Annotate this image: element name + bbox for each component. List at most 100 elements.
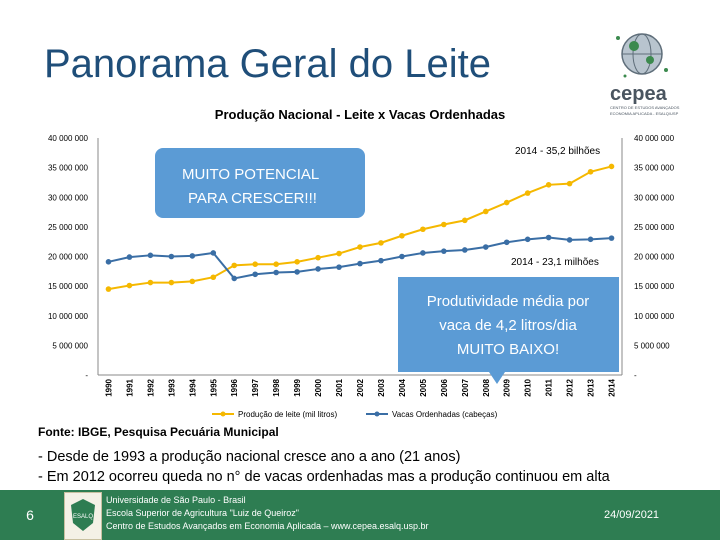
y-tick-label-right: 10 000 000 <box>634 312 675 321</box>
data-point-production <box>336 250 342 257</box>
data-point-cows <box>420 250 426 256</box>
data-point-cows <box>189 253 196 259</box>
footer-bar <box>0 490 720 540</box>
y-tick-label-right: 35 000 000 <box>634 164 675 173</box>
x-tick-label: 1992 <box>146 378 155 396</box>
data-point-cows <box>168 253 175 260</box>
data-point-production <box>441 221 447 228</box>
data-point-cows <box>378 257 384 264</box>
data-point-production <box>482 208 489 215</box>
x-tick-label: 1991 <box>125 378 134 396</box>
x-tick-label: 1997 <box>251 378 260 396</box>
data-point-production <box>587 168 594 175</box>
y-tick-label-left: 35 000 000 <box>48 164 89 173</box>
y-tick-label-left: 10 000 000 <box>48 312 89 321</box>
y-tick-label-left: 20 000 000 <box>48 253 89 262</box>
data-point-production <box>357 244 363 250</box>
legend-marker-production <box>220 411 226 417</box>
data-point-production <box>231 262 238 269</box>
milk-production-chart: Produção Nacional - Leite x Vacas Ordenh… <box>48 107 675 419</box>
data-point-cows <box>482 244 489 250</box>
x-tick-label: 1999 <box>293 378 302 396</box>
y-tick-label-left: - <box>85 371 88 380</box>
chart-title: Produção Nacional - Leite x Vacas Ordenh… <box>215 107 505 122</box>
data-point-cows <box>587 236 594 243</box>
data-point-cows <box>126 254 133 260</box>
x-tick-label: 2005 <box>419 378 428 396</box>
y-tick-label-right: 25 000 000 <box>634 223 675 232</box>
data-point-cows <box>608 235 615 241</box>
data-point-cows <box>357 260 363 267</box>
x-tick-label: 2012 <box>566 378 575 396</box>
y-tick-label-left: 40 000 000 <box>48 134 89 143</box>
x-tick-label: 2009 <box>503 378 512 396</box>
cepea-logo-text: cepea <box>610 83 668 105</box>
annotation-cows-2014: 2014 - 23,1 milhões <box>511 257 599 268</box>
y-tick-label-left: 15 000 000 <box>48 282 89 291</box>
data-point-production <box>420 226 426 233</box>
callout-productivity-line-3: MUITO BAIXO! <box>457 341 559 358</box>
data-point-cows <box>210 250 217 256</box>
x-tick-label: 2004 <box>398 378 407 396</box>
data-point-cows <box>273 269 279 276</box>
x-tick-label: 1994 <box>188 378 197 396</box>
data-point-cows <box>315 266 321 272</box>
data-point-production <box>399 232 405 239</box>
data-point-production <box>315 254 321 261</box>
data-point-production <box>294 259 300 265</box>
x-axis: 1990 1991 1992 1993 1994 1995 1996 1997 1998 1999… <box>98 374 622 397</box>
data-point-cows <box>294 269 300 275</box>
data-point-cows <box>545 234 552 241</box>
cepea-logo: cepea CENTRO DE ESTUDOS AVANÇADOS ECONOM… <box>610 33 680 116</box>
x-tick-label: 2001 <box>335 378 344 396</box>
data-point-production <box>252 261 258 268</box>
callout-productivity <box>398 277 619 384</box>
bullet-list: - Desde de 1993 a produção nacional cres… <box>38 447 610 487</box>
x-tick-label: 2008 <box>482 378 491 396</box>
y-tick-label-right: 40 000 000 <box>634 134 675 143</box>
data-point-production <box>608 163 615 170</box>
y-tick-label-left: 5 000 000 <box>52 341 88 350</box>
cepea-tagline-2: ECONOMIA APLICADA - ESALQ/USP <box>610 111 679 116</box>
data-point-production <box>566 180 573 187</box>
legend-marker-cows <box>374 411 380 417</box>
bullet-item-2: - Em 2012 ocorreu queda no n° de vacas o… <box>38 469 610 485</box>
data-point-cows <box>252 271 258 278</box>
x-tick-label: 2002 <box>356 378 365 396</box>
data-point-production <box>378 240 384 246</box>
x-tick-label: 2014 <box>608 378 617 396</box>
footer-line-3: Centro de Estudos Avançados em Economia … <box>106 521 429 531</box>
y-tick-label-left: 25 000 000 <box>48 223 89 232</box>
y-tick-label-right: - <box>634 371 637 380</box>
page-number: 6 <box>26 507 34 523</box>
annotation-production-2014: 2014 - 35,2 bilhões <box>515 146 600 157</box>
data-point-cows <box>336 264 342 270</box>
y-tick-label-right: 20 000 000 <box>634 253 675 262</box>
chart-legend: Produção de leite (mil litros) Vacas Ord… <box>212 410 498 419</box>
x-tick-label: 2013 <box>587 378 596 396</box>
data-point-production <box>503 199 510 206</box>
data-point-production <box>210 274 217 281</box>
y-tick-label-right: 15 000 000 <box>634 282 675 291</box>
data-point-production <box>273 261 279 268</box>
slide-title: Panorama Geral do Leite <box>44 42 491 86</box>
y-tick-label-right: 5 000 000 <box>634 341 670 350</box>
data-point-cows <box>503 239 510 246</box>
x-tick-label: 2011 <box>545 378 554 396</box>
x-tick-label: 2010 <box>524 378 533 396</box>
x-tick-label: 1990 <box>104 378 113 396</box>
x-tick-label: 2000 <box>314 378 323 396</box>
footer-institution: Universidade de São Paulo - Brasil Escol… <box>106 494 429 533</box>
data-point-production <box>462 217 468 224</box>
globe-icon <box>616 33 668 78</box>
esalq-logo-label: ESALQ <box>73 514 93 520</box>
data-point-production <box>126 282 133 289</box>
footer-line-1: Universidade de São Paulo - Brasil <box>106 495 246 505</box>
y-tick-label-right: 30 000 000 <box>634 193 675 202</box>
x-tick-label: 2007 <box>461 378 470 396</box>
callout-potential-line-2: PARA CRESCER!!! <box>188 190 317 207</box>
legend-label-production: Produção de leite (mil litros) <box>238 410 337 419</box>
data-point-production <box>189 278 196 285</box>
data-point-cows <box>105 259 112 265</box>
cepea-tagline-1: CENTRO DE ESTUDOS AVANÇADOS <box>610 105 680 110</box>
